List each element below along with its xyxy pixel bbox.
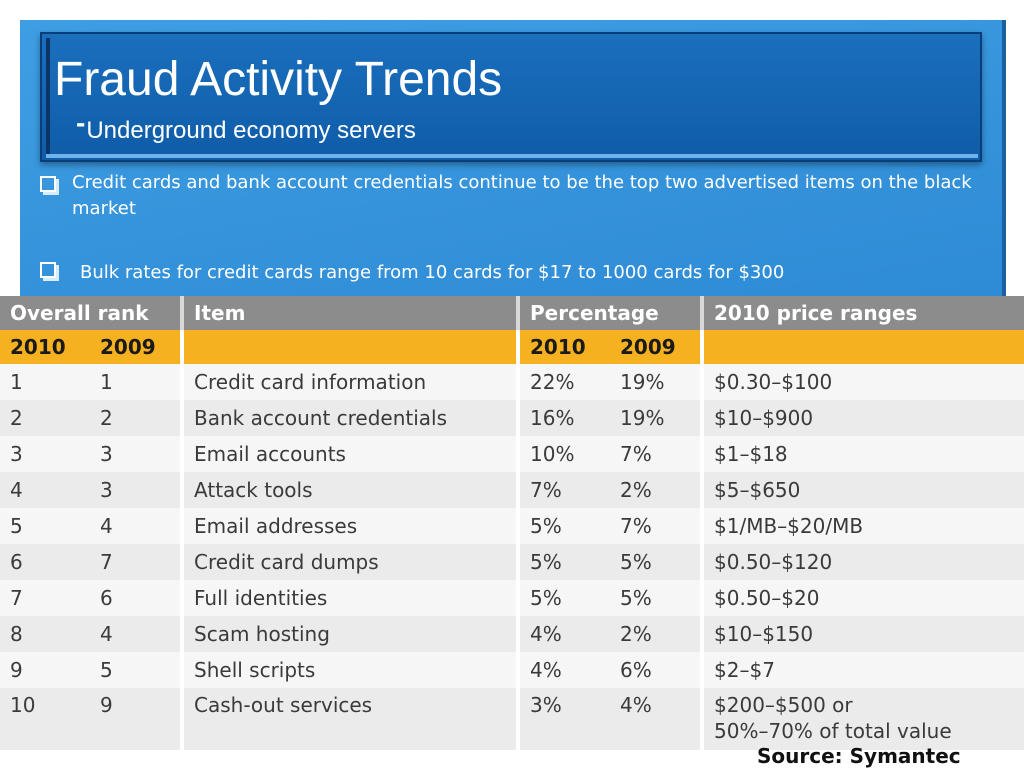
cell-item: Shell scripts [180, 652, 519, 688]
year-pct-2009: 2009 [610, 330, 703, 364]
table-row: 8 4 Scam hosting 4% 2% $10–$150 [0, 616, 1024, 652]
checkbox-bullet-icon [40, 262, 56, 278]
cell-pct-2009: 19% [610, 400, 703, 436]
cell-item: Credit card dumps [180, 544, 519, 580]
header-price-ranges: 2010 price ranges [700, 296, 1024, 330]
cell-price-range: $0.30–$100 [700, 364, 1024, 400]
table-row: 4 3 Attack tools 7% 2% $5–$650 [0, 472, 1024, 508]
cell-item: Scam hosting [180, 616, 519, 652]
cell-price-range: $0.50–$20 [700, 580, 1024, 616]
cell-pct-2009: 6% [610, 652, 703, 688]
year-price-blank [700, 330, 1024, 364]
slide-title: Fraud Activity Trends [54, 53, 503, 106]
cell-pct-2009: 7% [610, 436, 703, 472]
cell-pct-2010: 7% [516, 472, 611, 508]
table-row: 10 9 Cash-out services 3% 4% $200–$500 or 50%–… [0, 688, 1024, 750]
title-banner: Fraud Activity Trends -Underground econo… [40, 32, 982, 162]
cell-pct-2010: 10% [516, 436, 611, 472]
cell-pct-2009: 4% [610, 688, 703, 750]
cell-item: Bank account credentials [180, 400, 519, 436]
cell-rank-2009: 4 [90, 508, 183, 544]
year-rank-2010: 2010 [0, 330, 90, 364]
cell-item: Credit card information [180, 364, 519, 400]
cell-rank-2010: 10 [0, 688, 90, 750]
cell-pct-2010: 16% [516, 400, 611, 436]
price-line-2: 50%–70% of total value [714, 719, 952, 743]
cell-rank-2010: 8 [0, 616, 90, 652]
cell-rank-2009: 7 [90, 544, 183, 580]
table-row: 3 3 Email accounts 10% 7% $1–$18 [0, 436, 1024, 472]
cell-pct-2010: 5% [516, 544, 611, 580]
cell-price-range: $5–$650 [700, 472, 1024, 508]
table-row: 1 1 Credit card information 22% 19% $0.30–$10… [0, 364, 1024, 400]
cell-pct-2009: 7% [610, 508, 703, 544]
cell-pct-2009: 2% [610, 616, 703, 652]
cell-pct-2010: 4% [516, 616, 611, 652]
checkbox-bullet-icon [40, 176, 56, 192]
cell-price-range: $0.50–$120 [700, 544, 1024, 580]
header-item: Item [180, 296, 519, 330]
cell-pct-2009: 5% [610, 544, 703, 580]
price-line-1: $200–$500 or [714, 693, 853, 717]
cell-pct-2010: 4% [516, 652, 611, 688]
table-row: 6 7 Credit card dumps 5% 5% $0.50–$120 [0, 544, 1024, 580]
bullet-text-2: Bulk rates for credit cards range from 1… [80, 262, 785, 283]
year-rank-2009: 2009 [90, 330, 183, 364]
table-row: 2 2 Bank account credentials 16% 19% $10–$900 [0, 400, 1024, 436]
cell-pct-2010: 3% [516, 688, 611, 750]
year-item-blank [180, 330, 519, 364]
cell-rank-2010: 5 [0, 508, 90, 544]
cell-rank-2009: 4 [90, 616, 183, 652]
cell-pct-2010: 5% [516, 580, 611, 616]
cell-item: Email addresses [180, 508, 519, 544]
table-year-row: 2010 2009 2010 2009 [0, 330, 1024, 364]
cell-rank-2010: 9 [0, 652, 90, 688]
table-row: 9 5 Shell scripts 4% 6% $2–$7 [0, 652, 1024, 688]
year-pct-2010: 2010 [516, 330, 611, 364]
cell-rank-2009: 5 [90, 652, 183, 688]
bullet-text-1: Credit cards and bank account credential… [72, 172, 972, 219]
cell-pct-2010: 5% [516, 508, 611, 544]
cell-rank-2010: 6 [0, 544, 90, 580]
cell-rank-2009: 6 [90, 580, 183, 616]
cell-item: Full identities [180, 580, 519, 616]
cell-pct-2009: 2% [610, 472, 703, 508]
subtitle-dash: - [76, 107, 86, 138]
cell-rank-2009: 2 [90, 400, 183, 436]
cell-price-range: $1–$18 [700, 436, 1024, 472]
cell-price-range: $200–$500 or 50%–70% of total value [700, 688, 1024, 750]
cell-rank-2009: 3 [90, 472, 183, 508]
table-row: 5 4 Email addresses 5% 7% $1/MB–$20/MB [0, 508, 1024, 544]
cell-rank-2009: 9 [90, 688, 183, 750]
cell-item: Attack tools [180, 472, 519, 508]
source-credit: Source: Symantec [757, 744, 961, 768]
cell-price-range: $10–$900 [700, 400, 1024, 436]
cell-item: Email accounts [180, 436, 519, 472]
cell-price-range: $2–$7 [700, 652, 1024, 688]
cell-rank-2010: 1 [0, 364, 90, 400]
cell-pct-2009: 19% [610, 364, 703, 400]
cell-rank-2010: 7 [0, 580, 90, 616]
cell-pct-2009: 5% [610, 580, 703, 616]
cell-price-range: $10–$150 [700, 616, 1024, 652]
header-overall-rank: Overall rank [0, 296, 183, 330]
slide-subtitle: -Underground economy servers [76, 108, 416, 146]
fraud-items-table: Overall rank Item Percentage 2010 price … [0, 296, 1024, 768]
cell-rank-2010: 2 [0, 400, 90, 436]
cell-rank-2010: 4 [0, 472, 90, 508]
cell-rank-2009: 3 [90, 436, 183, 472]
header-percentage: Percentage [516, 296, 703, 330]
cell-price-range: $1/MB–$20/MB [700, 508, 1024, 544]
cell-item: Cash-out services [180, 688, 519, 750]
table-header-row: Overall rank Item Percentage 2010 price … [0, 296, 1024, 330]
cell-pct-2010: 22% [516, 364, 611, 400]
subtitle-text: Underground economy servers [86, 117, 416, 144]
cell-rank-2009: 1 [90, 364, 183, 400]
cell-rank-2010: 3 [0, 436, 90, 472]
table-row: 7 6 Full identities 5% 5% $0.50–$20 [0, 580, 1024, 616]
